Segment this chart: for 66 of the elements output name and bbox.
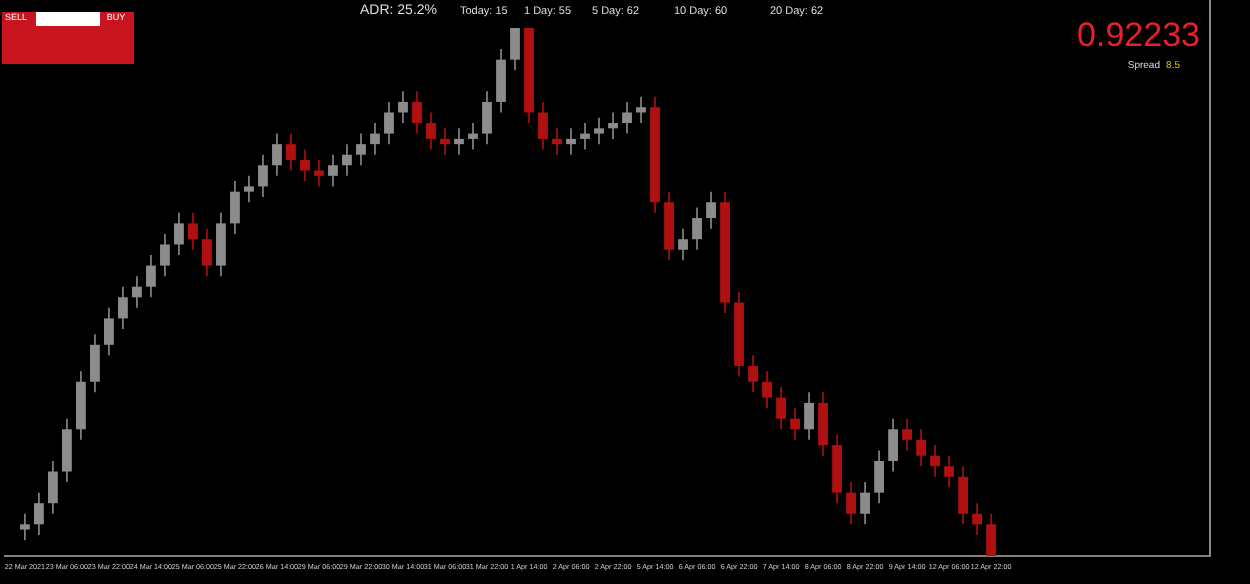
candlestick	[706, 190, 716, 230]
candlestick	[62, 417, 72, 483]
candlestick	[356, 132, 366, 167]
candlestick	[454, 127, 464, 156]
candlestick	[398, 90, 408, 124]
candlestick	[538, 101, 548, 151]
candlestick	[132, 275, 142, 309]
candlestick	[692, 206, 702, 251]
candlestick	[552, 127, 562, 156]
candlestick	[342, 143, 352, 177]
candlestick	[762, 370, 772, 409]
candlestick	[790, 407, 800, 441]
candlestick	[468, 122, 478, 151]
candlestick	[440, 127, 450, 156]
candlestick	[804, 391, 814, 441]
text: 0.92233	[1077, 16, 1200, 54]
candlestick	[104, 307, 114, 357]
candlestick	[664, 190, 674, 262]
candlestick	[902, 417, 912, 452]
candlestick	[160, 233, 170, 277]
candlestick	[384, 101, 394, 145]
candlestick	[972, 502, 982, 536]
candlestick	[314, 159, 324, 188]
candlestick	[594, 116, 604, 145]
candlestick	[510, 27, 520, 72]
candlestick	[636, 95, 646, 124]
candlestick	[958, 465, 968, 526]
candlestick	[118, 285, 128, 330]
candlestick	[286, 132, 296, 172]
candlestick	[328, 153, 338, 188]
candlestick	[678, 227, 688, 262]
candlestick	[258, 153, 268, 198]
candlestick	[426, 111, 436, 151]
candlestick	[874, 449, 884, 504]
candlestick	[888, 417, 898, 473]
candlestick	[846, 481, 856, 526]
candlestick	[776, 386, 786, 431]
candlestick	[230, 180, 240, 235]
candlestick	[748, 354, 758, 394]
candlestick	[412, 90, 422, 135]
candlestick	[580, 122, 590, 151]
candlestick	[930, 444, 940, 478]
candlestick	[622, 101, 632, 135]
candlestick	[146, 254, 156, 299]
candlestick	[832, 433, 842, 504]
candlestick	[916, 428, 926, 468]
candlestick	[370, 122, 380, 156]
candlestick	[48, 460, 58, 515]
candlestick	[566, 127, 576, 156]
candlestick	[76, 370, 86, 441]
candlestick	[20, 512, 30, 541]
candlestick	[482, 90, 492, 145]
candlestick	[496, 48, 506, 114]
candlestick	[90, 333, 100, 394]
candlestick	[244, 175, 254, 204]
candlestick	[34, 491, 44, 536]
candlestick	[944, 454, 954, 489]
candlestick	[174, 212, 184, 256]
candlestick	[818, 391, 828, 457]
candlestick	[300, 148, 310, 182]
candlestick	[188, 212, 198, 251]
candlestick	[272, 132, 282, 177]
candlestick	[860, 481, 870, 526]
candlestick	[202, 227, 212, 277]
candlestick	[608, 111, 618, 140]
candlestick	[216, 212, 226, 277]
